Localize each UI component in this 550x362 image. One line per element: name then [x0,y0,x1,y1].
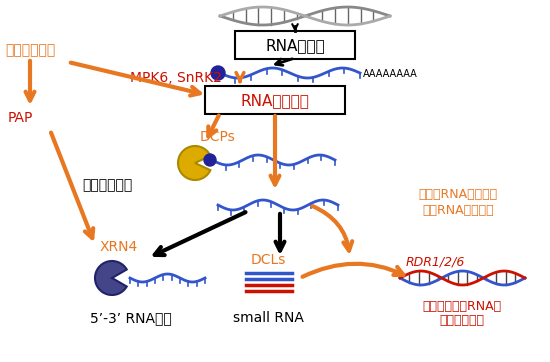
Wedge shape [178,146,211,180]
Text: small RNA: small RNA [233,311,304,325]
Text: ２本鎖RNAを介した: ２本鎖RNAを介した [419,189,498,202]
Text: MPK6, SnRK2: MPK6, SnRK2 [130,71,222,85]
Text: キャップ除去: キャップ除去 [82,178,132,192]
Text: アンチセンスRNAの: アンチセンスRNAの [422,299,502,312]
Text: AAAAAAAA: AAAAAAAA [363,69,418,79]
Circle shape [211,66,225,80]
Text: 生合成と分解: 生合成と分解 [439,313,485,327]
Text: XRN4: XRN4 [100,240,138,254]
Text: 新規RNA分解機構: 新規RNA分解機構 [422,203,494,216]
Text: 5’-3’ RNA分解: 5’-3’ RNA分解 [90,311,172,325]
Text: DCPs: DCPs [200,130,236,144]
Circle shape [204,154,216,166]
FancyBboxPatch shape [235,31,355,59]
Text: RDR1/2/6: RDR1/2/6 [405,256,465,269]
Text: RNA分解機構: RNA分解機構 [240,93,310,109]
Text: 環境ストレス: 環境ストレス [5,43,55,57]
Text: DCLs: DCLs [250,253,285,267]
FancyBboxPatch shape [205,86,345,114]
Wedge shape [95,261,126,295]
Text: PAP: PAP [8,111,34,125]
Text: RNA生合成: RNA生合成 [265,38,325,54]
